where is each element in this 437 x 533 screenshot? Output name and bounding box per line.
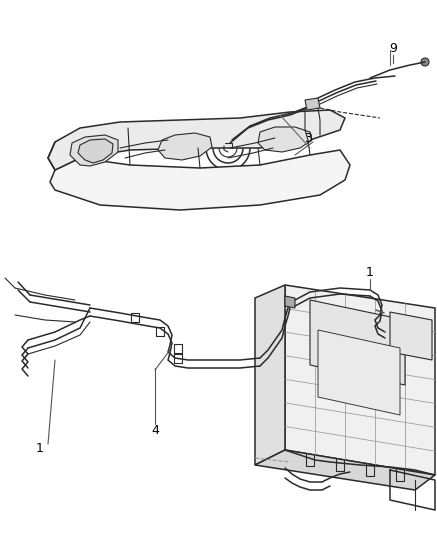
- Polygon shape: [78, 139, 113, 163]
- Polygon shape: [158, 133, 212, 160]
- Polygon shape: [305, 98, 320, 110]
- Polygon shape: [255, 285, 285, 465]
- Circle shape: [421, 58, 429, 66]
- Text: 1: 1: [366, 265, 374, 279]
- Text: 3: 3: [304, 132, 312, 144]
- Polygon shape: [50, 150, 350, 210]
- Polygon shape: [285, 285, 435, 475]
- Polygon shape: [390, 312, 432, 360]
- Text: 4: 4: [151, 424, 159, 437]
- Polygon shape: [318, 330, 400, 415]
- Text: 1: 1: [36, 441, 44, 455]
- Polygon shape: [285, 296, 295, 308]
- Text: 9: 9: [389, 42, 397, 54]
- Polygon shape: [258, 127, 312, 152]
- Polygon shape: [70, 135, 118, 166]
- Polygon shape: [48, 110, 345, 170]
- Polygon shape: [310, 300, 405, 385]
- Polygon shape: [255, 450, 435, 490]
